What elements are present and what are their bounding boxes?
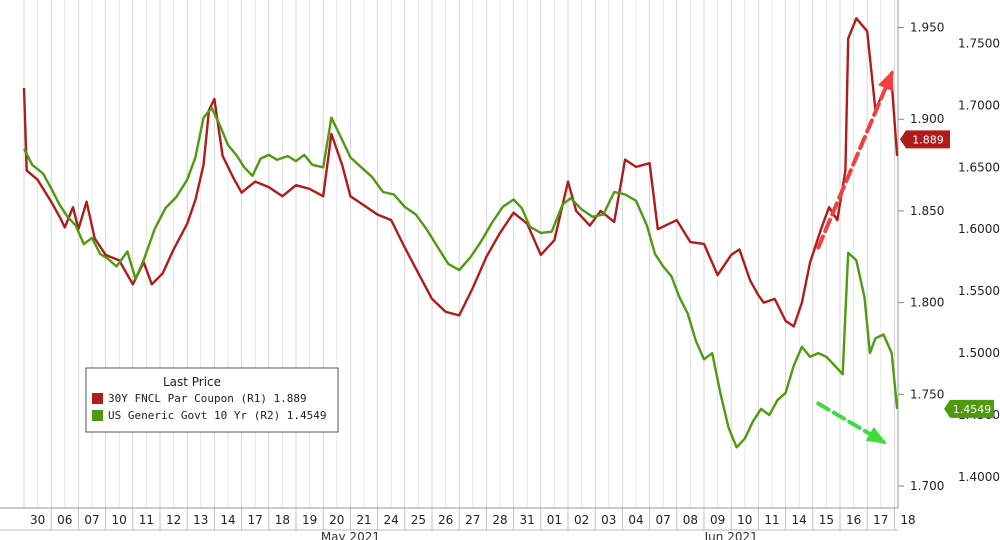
x-tick-label: 26	[438, 513, 453, 527]
x-tick-label: 09	[710, 513, 725, 527]
last-value-badge	[906, 130, 950, 149]
badge-pointer	[900, 130, 906, 149]
last-value-badge-text: 1.4549	[953, 403, 992, 416]
x-tick-label: 07	[656, 513, 671, 527]
x-tick-label: 25	[411, 513, 426, 527]
x-tick-label: 01	[547, 513, 562, 527]
x-tick-label: 17	[873, 513, 888, 527]
series-line-us-generic-govt-10-yr	[22, 106, 899, 449]
x-tick-label: 19	[302, 513, 317, 527]
legend-swatch	[92, 393, 103, 404]
x-tick-label: 06	[57, 513, 72, 527]
trend-arrow-head-1	[865, 426, 887, 445]
x-month-label: Jun 2021	[704, 530, 758, 540]
y-right-tick-label: 1.7500	[958, 36, 1000, 50]
y-left-tick-label: 1.700	[910, 479, 944, 493]
y-left-tick-label: 1.900	[910, 112, 944, 126]
x-tick-label: 14	[220, 513, 235, 527]
legend-title: Last Price	[163, 375, 221, 389]
x-tick-label: 20	[329, 513, 344, 527]
y-left-tick-label: 1.950	[910, 21, 944, 35]
x-tick-label: 03	[601, 513, 616, 527]
legend: Last Price 30Y FNCL Par Coupon (R1) 1.889…	[85, 367, 339, 433]
last-value-badges: 1.889 1.4549	[900, 130, 994, 418]
trend-arrows	[816, 69, 894, 445]
x-tick-label: 07	[84, 513, 99, 527]
x-tick-label: 11	[764, 513, 779, 527]
x-tick-label: 18	[900, 513, 915, 527]
y-right-tick-label: 1.5000	[958, 346, 1000, 360]
x-tick-label: 21	[356, 513, 371, 527]
y-right-tick-label: 1.4000	[958, 470, 1000, 484]
y-left-tick-label: 1.850	[910, 204, 944, 218]
last-value-badge	[950, 399, 994, 418]
legend-entry: 30Y FNCL Par Coupon (R1) 1.889	[108, 392, 307, 405]
x-tick-label: 31	[520, 513, 535, 527]
x-tick-label: 08	[683, 513, 698, 527]
x-tick-label: 18	[275, 513, 290, 527]
y-right-tick-label: 1.6500	[958, 160, 1000, 174]
x-month-label: May 2021	[321, 530, 380, 540]
x-tick-label: 27	[465, 513, 480, 527]
y-right-tick-label: 1.5500	[958, 284, 1000, 298]
last-value-badge-text: 1.889	[912, 133, 944, 146]
x-tick-label: 15	[819, 513, 834, 527]
y-left-tick-label: 1.800	[910, 296, 944, 310]
trend-arrow-0	[816, 71, 894, 250]
y-left-tick-label: 1.750	[910, 387, 944, 401]
series-line-30y-fncl-par-coupon	[22, 17, 899, 328]
x-tick-label: 10	[737, 513, 752, 527]
x-tick-label: 24	[384, 513, 399, 527]
trend-arrow-head-0	[878, 69, 894, 92]
x-tick-label: 30	[30, 513, 45, 527]
legend-swatch	[92, 410, 103, 421]
x-tick-label: 12	[166, 513, 181, 527]
legend-entry: US Generic Govt 10 Yr (R2) 1.4549	[108, 409, 327, 422]
y-right-tick-label: 1.7000	[958, 98, 1000, 112]
x-tick-label: 17	[248, 513, 263, 527]
series-layer	[22, 17, 899, 449]
x-tick-label: 16	[846, 513, 861, 527]
legend-box	[85, 367, 339, 433]
x-tick-label: 13	[193, 513, 208, 527]
y-right-tick-label: 1.6000	[958, 222, 1000, 236]
x-tick-label: 14	[792, 513, 807, 527]
x-tick-label: 10	[112, 513, 127, 527]
x-tick-label: 04	[628, 513, 643, 527]
x-tick-label: 11	[139, 513, 154, 527]
badge-pointer	[944, 399, 950, 418]
x-tick-label: 02	[574, 513, 589, 527]
x-tick-label: 28	[492, 513, 507, 527]
